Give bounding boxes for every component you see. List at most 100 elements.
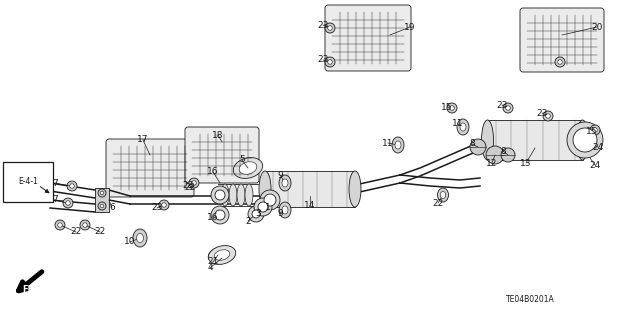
Text: 9: 9 [277, 209, 283, 218]
Text: E-4-1: E-4-1 [18, 177, 38, 187]
Circle shape [590, 125, 600, 135]
Circle shape [58, 223, 62, 227]
Circle shape [100, 204, 104, 208]
Circle shape [501, 148, 515, 162]
FancyBboxPatch shape [520, 8, 604, 72]
Ellipse shape [392, 137, 404, 153]
Ellipse shape [577, 120, 589, 160]
Circle shape [254, 198, 272, 216]
Text: 15: 15 [441, 102, 452, 112]
Text: 24: 24 [589, 160, 600, 169]
Circle shape [328, 26, 332, 30]
Circle shape [98, 202, 106, 210]
Ellipse shape [208, 248, 228, 263]
Text: 23: 23 [536, 108, 548, 117]
Text: 1: 1 [265, 203, 271, 211]
Text: 22: 22 [433, 198, 444, 207]
Ellipse shape [460, 123, 466, 131]
Ellipse shape [440, 191, 445, 198]
Circle shape [557, 60, 563, 64]
Ellipse shape [279, 175, 291, 191]
Circle shape [325, 23, 335, 33]
Circle shape [328, 60, 332, 64]
Text: 17: 17 [137, 136, 148, 145]
Circle shape [486, 146, 504, 164]
Ellipse shape [282, 179, 288, 187]
Text: 2: 2 [245, 217, 251, 226]
Ellipse shape [214, 250, 230, 260]
Ellipse shape [259, 171, 271, 207]
Circle shape [215, 190, 225, 200]
Circle shape [543, 111, 553, 121]
Bar [95, 188, 109, 212]
Text: FR.: FR. [22, 286, 38, 294]
Text: 14: 14 [304, 201, 316, 210]
Text: 13: 13 [520, 159, 532, 167]
Circle shape [248, 206, 264, 222]
Circle shape [447, 103, 457, 113]
Ellipse shape [457, 119, 469, 135]
Circle shape [100, 191, 104, 195]
Text: 19: 19 [404, 23, 416, 32]
Ellipse shape [481, 120, 493, 160]
Text: 7: 7 [52, 179, 58, 188]
Ellipse shape [349, 171, 361, 207]
Text: 4: 4 [207, 263, 213, 272]
Circle shape [66, 201, 70, 205]
Text: 3: 3 [255, 209, 261, 218]
Circle shape [192, 181, 196, 185]
Text: 24: 24 [593, 143, 604, 152]
Ellipse shape [237, 184, 245, 206]
Text: 16: 16 [207, 167, 219, 176]
Ellipse shape [208, 246, 236, 264]
Ellipse shape [234, 158, 262, 178]
Text: 23: 23 [317, 20, 329, 29]
Text: 23: 23 [151, 204, 163, 212]
Text: 16: 16 [207, 213, 219, 222]
Circle shape [506, 106, 510, 110]
Circle shape [470, 139, 486, 155]
Circle shape [63, 198, 73, 208]
Ellipse shape [133, 229, 147, 247]
Text: 15: 15 [586, 128, 598, 137]
Circle shape [325, 57, 335, 67]
Ellipse shape [136, 234, 143, 242]
Text: 23: 23 [496, 100, 508, 109]
Text: 18: 18 [212, 130, 224, 139]
Text: 10: 10 [124, 238, 136, 247]
Text: TE04B0201A: TE04B0201A [506, 295, 554, 305]
Circle shape [215, 210, 225, 220]
Ellipse shape [279, 202, 291, 218]
Circle shape [70, 184, 74, 188]
Text: 22: 22 [94, 227, 106, 236]
Circle shape [98, 189, 106, 197]
Ellipse shape [221, 184, 229, 206]
FancyBboxPatch shape [106, 139, 194, 197]
Text: 11: 11 [382, 138, 394, 147]
Circle shape [252, 210, 260, 218]
Circle shape [260, 190, 280, 210]
Circle shape [546, 114, 550, 118]
Circle shape [503, 103, 513, 113]
Circle shape [83, 223, 87, 227]
Circle shape [189, 178, 199, 188]
Text: 9: 9 [277, 170, 283, 180]
Circle shape [573, 128, 597, 152]
Circle shape [162, 203, 166, 207]
Bar [265, 171, 355, 207]
Circle shape [67, 181, 77, 191]
Circle shape [159, 200, 169, 210]
Ellipse shape [229, 184, 237, 206]
FancyBboxPatch shape [325, 5, 411, 71]
Text: 20: 20 [591, 23, 603, 32]
FancyBboxPatch shape [185, 127, 259, 183]
Text: 22: 22 [70, 227, 82, 236]
Text: 11: 11 [452, 120, 464, 129]
Text: 12: 12 [486, 159, 498, 167]
Circle shape [567, 122, 603, 158]
Ellipse shape [282, 206, 288, 214]
Circle shape [80, 220, 90, 230]
Ellipse shape [245, 184, 253, 206]
Circle shape [450, 106, 454, 110]
Bar [488, 120, 582, 160]
